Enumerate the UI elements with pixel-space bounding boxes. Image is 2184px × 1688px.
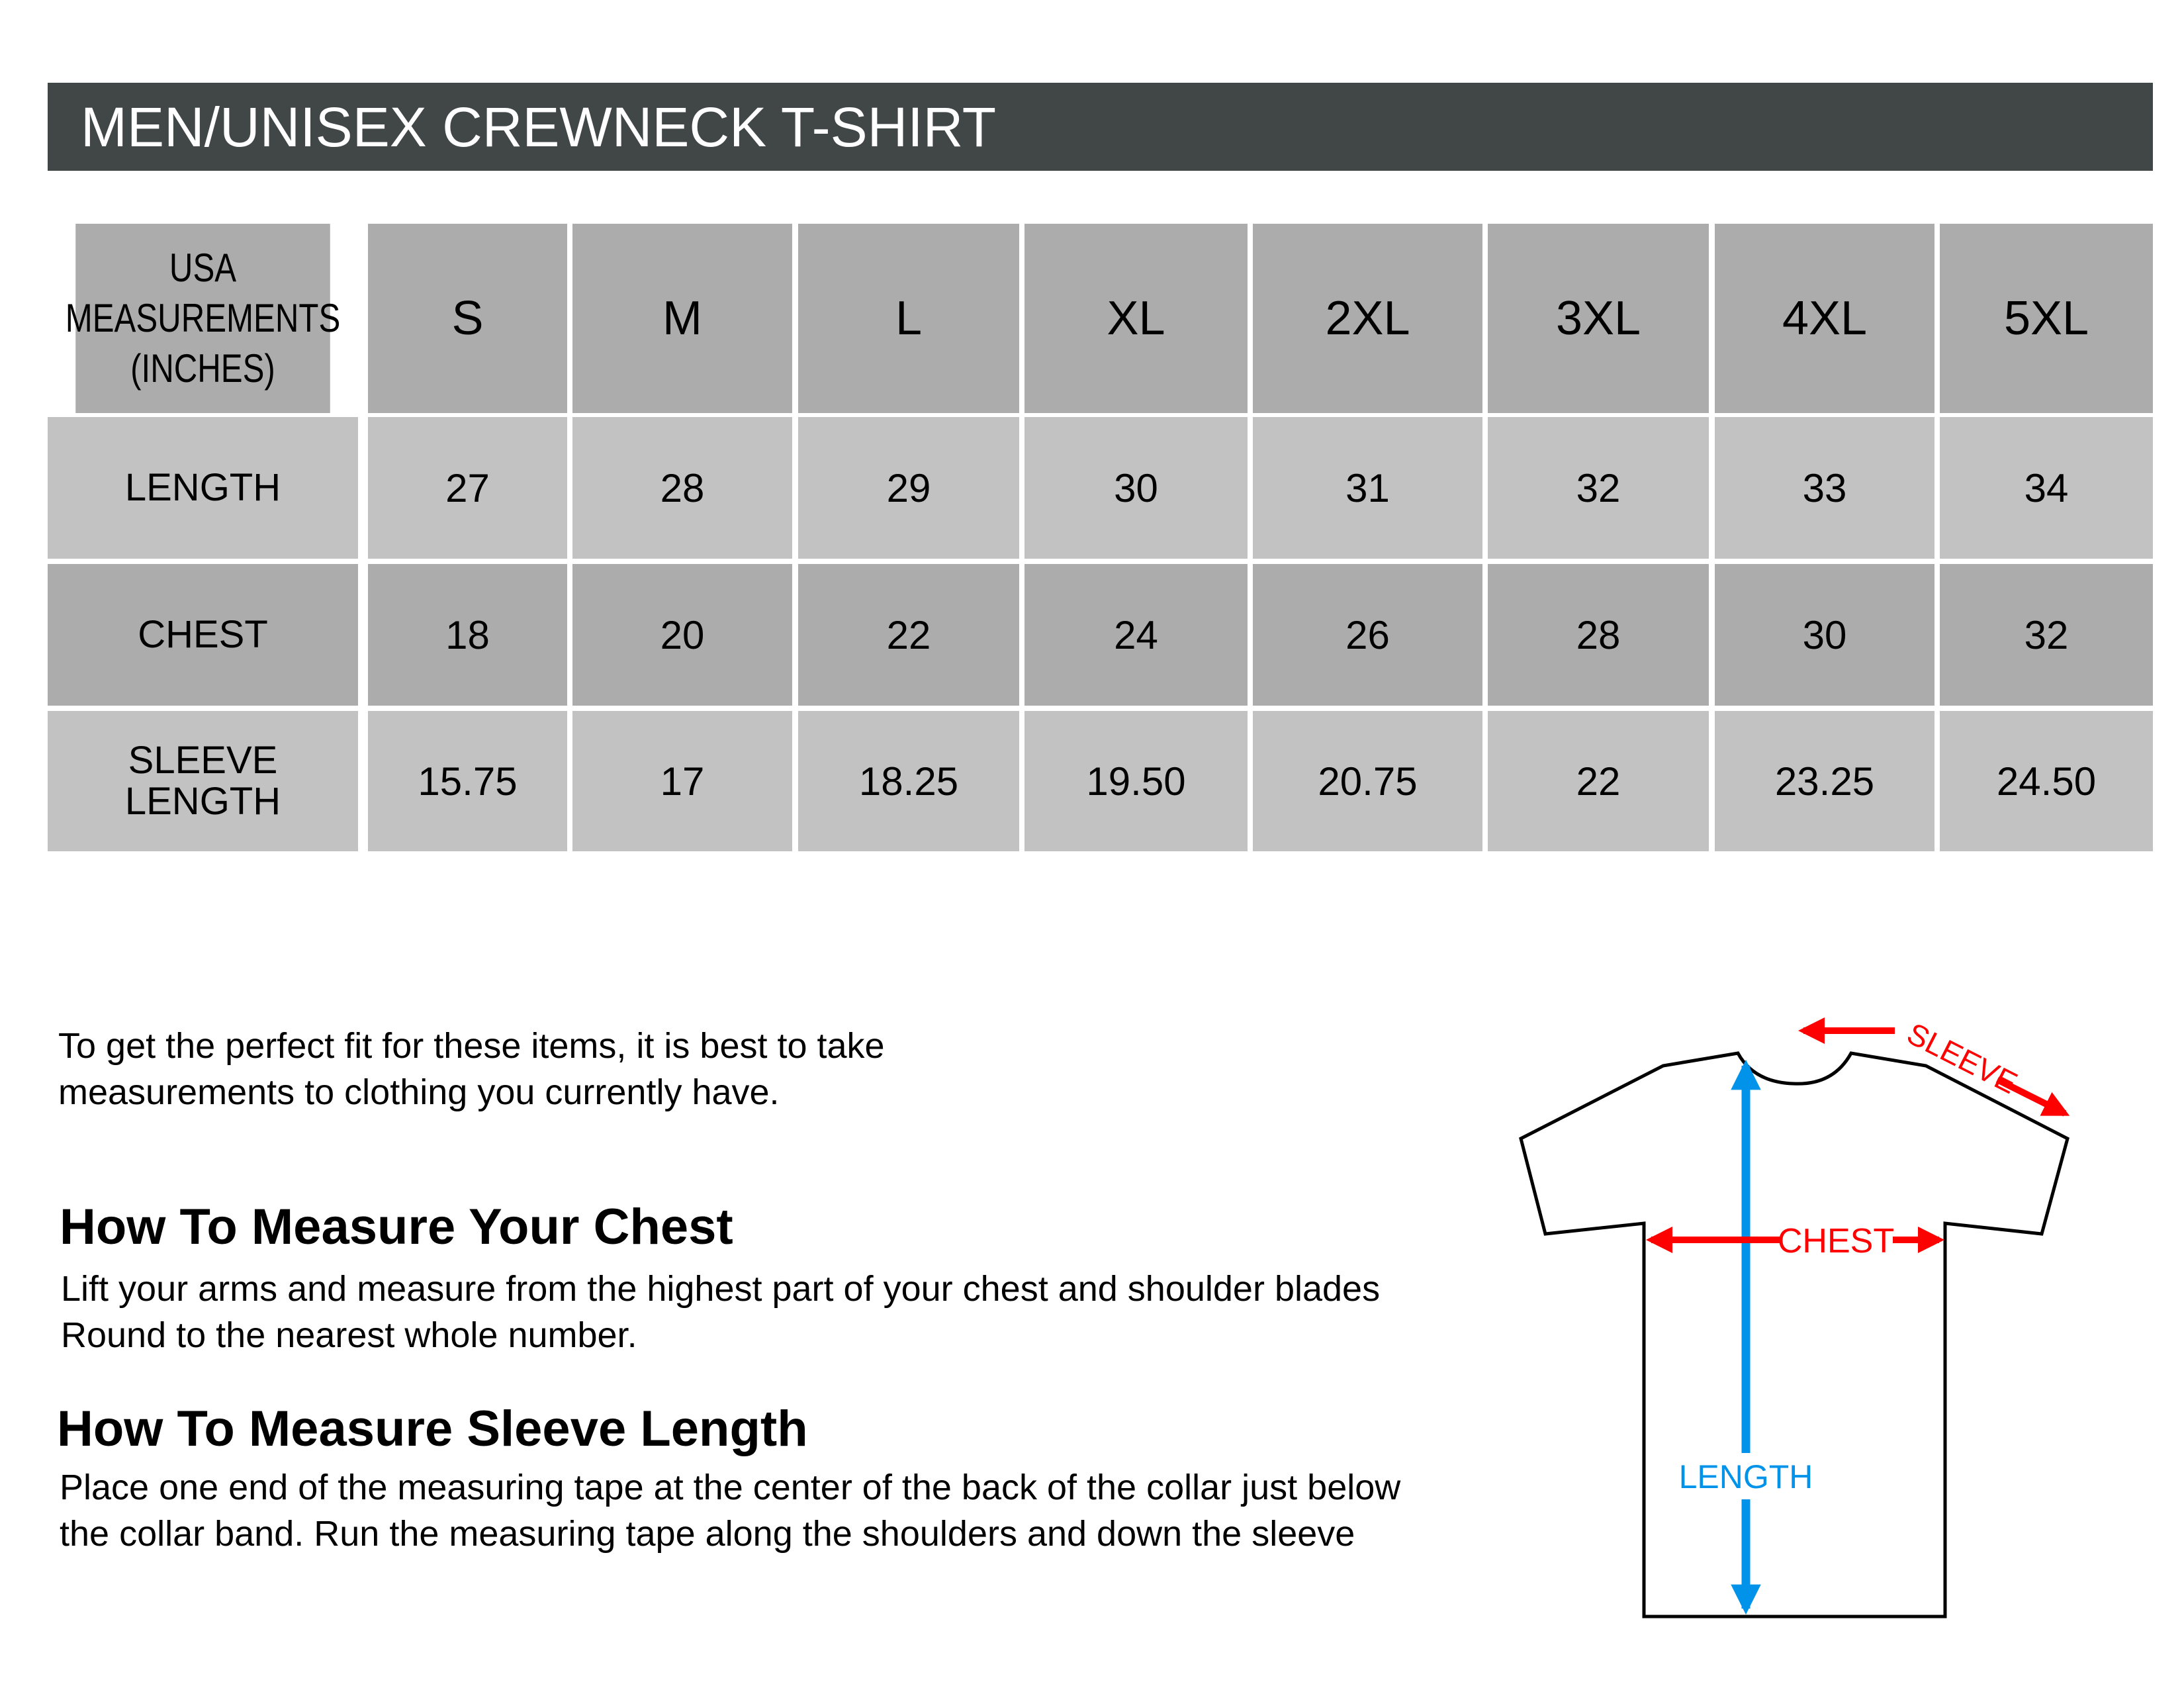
table-cell: 29	[798, 417, 1019, 559]
table-cell-text: 22	[886, 612, 931, 657]
table-cell-text: 22	[1576, 759, 1621, 804]
table-cell-text: 18	[445, 612, 490, 657]
size-header-m: M	[572, 224, 792, 413]
size-header-5xl-text: 5XL	[2003, 292, 2089, 345]
size-header-5xl: 5XL	[1940, 224, 2153, 413]
table-cell-text: 24.50	[1996, 759, 2097, 804]
size-header-m-text: M	[662, 292, 702, 345]
row-label: SLEEVE LENGTH	[48, 711, 358, 851]
table-cell: 24	[1024, 564, 1248, 706]
table-cell-text: 33	[1802, 465, 1847, 510]
intro-text: To get the perfect fit for these items, …	[58, 1023, 885, 1115]
table-cell: 34	[1940, 417, 2153, 559]
table-cell-text: 20.75	[1318, 759, 1418, 804]
intro-line-2: measurements to clothing you currently h…	[58, 1072, 780, 1112]
size-header-4xl-text: 4XL	[1782, 292, 1868, 345]
table-cell-text: 32	[1576, 465, 1621, 510]
size-header-4xl: 4XL	[1715, 224, 1934, 413]
intro-line-1: To get the perfect fit for these items, …	[58, 1026, 885, 1066]
sleeve-label: SLEEVE	[1901, 1016, 2023, 1101]
table-cell: 28	[1488, 564, 1709, 706]
table-cell-text: 30	[1114, 465, 1158, 510]
table-cell: 18.25	[798, 711, 1019, 851]
size-header-2xl-text: 2XL	[1325, 292, 1410, 345]
size-header-3xl: 3XL	[1488, 224, 1709, 413]
size-header-2xl: 2XL	[1253, 224, 1482, 413]
table-cell: 17	[572, 711, 792, 851]
table-cell-text: 27	[445, 465, 490, 510]
header-corner-cell: USA MEASUREMENTS (INCHES)	[66, 224, 340, 413]
table-cell: 19.50	[1024, 711, 1248, 851]
table-cell-text: 17	[660, 759, 705, 804]
table-cell-text: 34	[2024, 465, 2069, 510]
sleeve-line-2: the collar band. Run the measuring tape …	[60, 1514, 1355, 1554]
table-cell: 32	[1488, 417, 1709, 559]
table-cell: 30	[1024, 417, 1248, 559]
size-header-xl: XL	[1024, 224, 1248, 413]
table-cell: 24.50	[1940, 711, 2153, 851]
table-cell-text: 30	[1802, 612, 1847, 657]
table-cell: 23.25	[1715, 711, 1934, 851]
page-title: MEN/UNISEX CREWNECK T-SHIRT	[81, 96, 997, 158]
length-label: LENGTH	[1679, 1458, 1813, 1495]
table-cell: 15.75	[368, 711, 567, 851]
table-cell: 31	[1253, 417, 1482, 559]
header-corner-cell-text: USA MEASUREMENTS (INCHES)	[65, 246, 341, 391]
table-cell-text: 28	[660, 465, 705, 510]
table-cell: 27	[368, 417, 567, 559]
row-label: LENGTH	[48, 417, 358, 559]
chest-line-1: Lift your arms and measure from the high…	[61, 1269, 1381, 1309]
row-label: CHEST	[48, 564, 358, 706]
sleeve-line-1: Place one end of the measuring tape at t…	[60, 1468, 1401, 1507]
tshirt-outline	[1519, 1051, 2070, 1618]
table-cell: 20	[572, 564, 792, 706]
table-cell: 33	[1715, 417, 1934, 559]
table-cell-text: 26	[1345, 612, 1390, 657]
chest-instructions: Lift your arms and measure from the high…	[61, 1266, 1380, 1358]
sleeve-heading: How To Measure Sleeve Length	[57, 1401, 808, 1457]
table-cell-text: 31	[1345, 465, 1390, 510]
table-cell-text: 32	[2024, 612, 2069, 657]
row-label-text: CHEST	[138, 613, 268, 656]
chest-line-2: Round to the nearest whole number.	[61, 1315, 637, 1355]
table-cell-text: 24	[1114, 612, 1158, 657]
table-cell: 32	[1940, 564, 2153, 706]
size-header-s-text: S	[451, 292, 484, 345]
size-header-3xl-text: 3XL	[1555, 292, 1641, 345]
size-header-l: L	[798, 224, 1019, 413]
title-bar: MEN/UNISEX CREWNECK T-SHIRT	[48, 83, 2153, 171]
table-cell-text: 19.50	[1086, 759, 1186, 804]
sleeve-instructions: Place one end of the measuring tape at t…	[60, 1464, 1400, 1557]
sleeve-arrow-right	[1995, 1076, 2070, 1117]
row-label-text: LENGTH	[124, 466, 281, 509]
size-header-l-text: L	[895, 292, 923, 345]
size-header-xl-text: XL	[1107, 292, 1165, 345]
table-cell-text: 15.75	[418, 759, 518, 804]
table-cell: 26	[1253, 564, 1482, 706]
table-cell: 30	[1715, 564, 1934, 706]
size-header-s: S	[368, 224, 567, 413]
chest-label: CHEST	[1778, 1222, 1894, 1260]
table-cell: 22	[1488, 711, 1709, 851]
table-cell: 28	[572, 417, 792, 559]
table-cell-text: 28	[1576, 612, 1621, 657]
table-cell-text: 18.25	[858, 759, 959, 804]
table-cell: 22	[798, 564, 1019, 706]
table-cell: 20.75	[1253, 711, 1482, 851]
table-cell: 18	[368, 564, 567, 706]
row-label-text: SLEEVE LENGTH	[124, 739, 281, 823]
table-cell-text: 23.25	[1774, 759, 1875, 804]
chest-heading: How To Measure Your Chest	[60, 1199, 733, 1255]
table-cell-text: 29	[886, 465, 931, 510]
table-cell-text: 20	[660, 612, 705, 657]
